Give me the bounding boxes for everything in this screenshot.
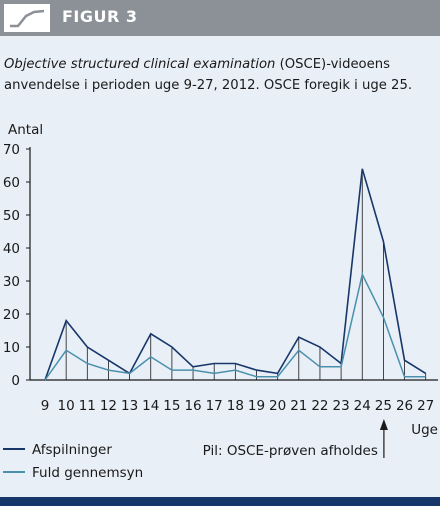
caption-italic: Objective structured clinical examinatio… <box>4 57 276 72</box>
y-tick-label: 10 <box>3 340 20 356</box>
y-tick-label: 20 <box>3 307 20 323</box>
x-tick-label: 26 <box>396 398 413 414</box>
figure-header: FIGUR 3 <box>0 0 440 36</box>
x-tick-label: 25 <box>375 398 392 414</box>
figure-label: FIGUR 3 <box>62 7 138 26</box>
y-tick-label: 70 <box>3 142 20 158</box>
x-tick-label: 21 <box>290 398 307 414</box>
figure-caption: Objective structured clinical examinatio… <box>4 54 438 96</box>
x-tick-label: 27 <box>417 398 434 414</box>
chart-legend: Afspilninger Fuld gennemsyn <box>3 442 143 481</box>
y-tick-label: 30 <box>3 274 20 290</box>
legend-label-1: Afspilninger <box>32 442 112 458</box>
x-tick-label: 15 <box>163 398 180 414</box>
x-tick-label: 14 <box>142 398 159 414</box>
footer-bar <box>0 497 440 506</box>
x-axis-title: Uge <box>411 422 438 438</box>
x-tick-label: 9 <box>41 398 50 414</box>
x-tick-label: 23 <box>333 398 350 414</box>
x-tick-label: 10 <box>58 398 75 414</box>
line-chart-icon <box>4 4 50 32</box>
caption-text: (OSCE)-videoens anvendelse i perioden ug… <box>4 57 413 93</box>
chart-axes <box>26 147 438 381</box>
x-tick-label: 17 <box>206 398 223 414</box>
x-tick-label: 22 <box>311 398 328 414</box>
osce-annotation: Pil: OSCE-prøven afholdes <box>203 443 378 459</box>
x-tick-label: 20 <box>269 398 286 414</box>
y-tick-label: 0 <box>11 373 20 389</box>
x-tick-label: 13 <box>121 398 138 414</box>
x-tick-label: 16 <box>184 398 201 414</box>
x-tick-label: 24 <box>354 398 371 414</box>
series-line-1 <box>44 168 427 381</box>
osce-arrow-head <box>379 419 388 430</box>
chart-series <box>44 168 427 381</box>
x-tick-label: 18 <box>227 398 244 414</box>
legend-label-2: Fuld gennemsyn <box>32 465 143 481</box>
x-tick-label: 11 <box>79 398 96 414</box>
y-tick-label: 60 <box>3 175 20 191</box>
x-tick-label: 12 <box>100 398 117 414</box>
y-tick-label: 40 <box>3 241 20 257</box>
y-tick-label: 50 <box>3 208 20 224</box>
x-tick-label: 19 <box>248 398 265 414</box>
series-line-2 <box>44 272 426 381</box>
y-axis-title: Antal <box>8 122 43 138</box>
